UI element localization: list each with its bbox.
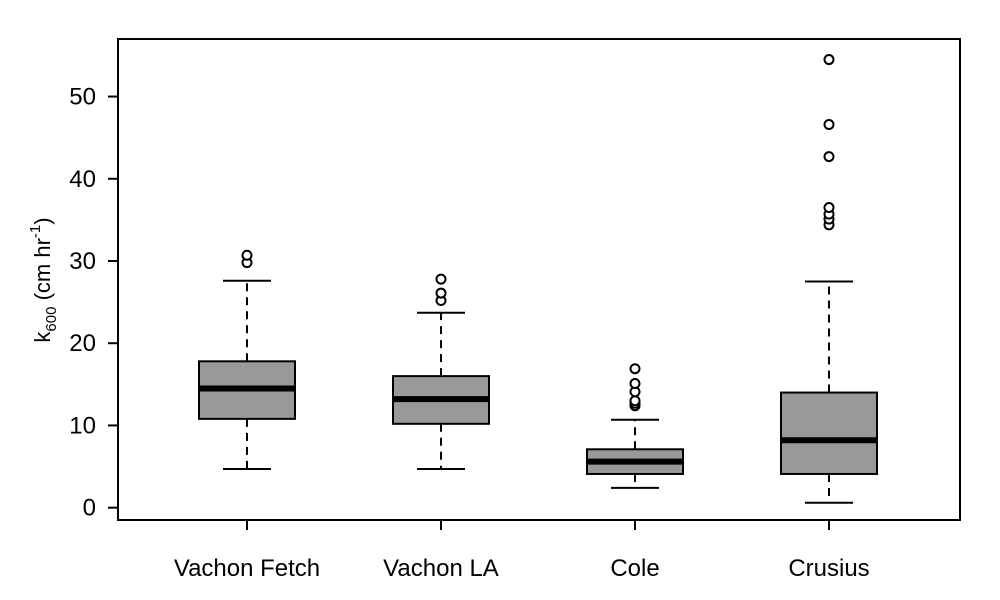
outlier-point — [435, 287, 447, 299]
y-axis-title-subscript: 600 — [43, 307, 60, 332]
y-axis-title: k600 (cm hr-1) — [27, 217, 60, 342]
x-tick-label: Cole — [610, 555, 659, 582]
outlier-point — [823, 151, 835, 163]
x-axis: Vachon Fetch Vachon LA Cole Crusius — [174, 520, 870, 582]
y-axis-title-unit: (cm hr — [30, 238, 55, 306]
box-vachon-fetch — [198, 249, 296, 471]
y-tick-label: 10 — [69, 412, 96, 439]
outlier-point — [241, 249, 253, 261]
x-tick-label: Crusius — [788, 555, 869, 582]
outlier-point — [435, 273, 447, 285]
y-axis-title-close: ) — [30, 217, 55, 224]
y-tick-label: 30 — [69, 248, 96, 275]
y-tick-label: 50 — [69, 84, 96, 111]
outlier-point — [823, 119, 835, 131]
box-cole — [586, 363, 684, 489]
boxes-layer — [198, 54, 878, 504]
box-crusius — [780, 54, 878, 504]
x-tick-label: Vachon LA — [383, 555, 499, 582]
y-axis-title-base: k — [30, 331, 55, 343]
outlier-point — [823, 202, 835, 214]
x-tick-label: Vachon Fetch — [174, 555, 320, 582]
outlier-point — [629, 378, 641, 390]
iqr-box — [780, 391, 878, 475]
outlier-point — [629, 363, 641, 375]
y-tick-label: 20 — [69, 330, 96, 357]
outlier-point — [823, 54, 835, 66]
box-vachon-la — [392, 273, 490, 471]
y-tick-label: 40 — [69, 166, 96, 193]
outlier-point — [629, 395, 641, 407]
y-tick-label: 0 — [83, 495, 96, 522]
y-axis-title-superscript: -1 — [27, 225, 44, 238]
y-axis: 0 10 20 30 40 50 — [69, 84, 119, 522]
